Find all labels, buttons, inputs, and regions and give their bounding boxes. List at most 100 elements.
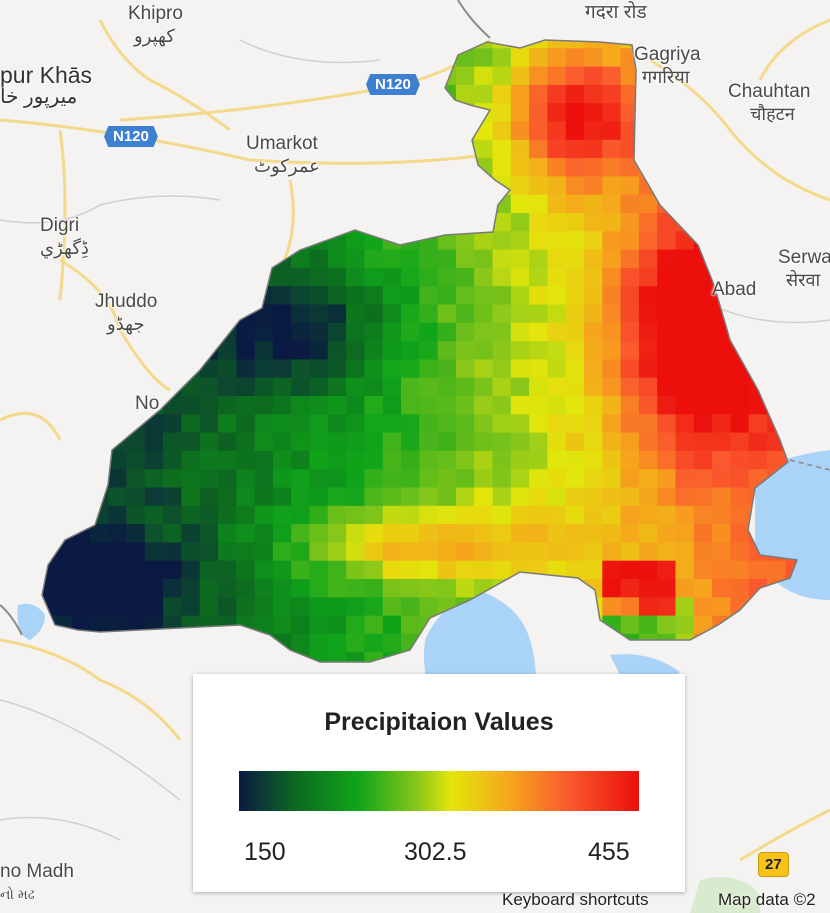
raster-cell bbox=[327, 194, 347, 214]
raster-cell bbox=[657, 450, 677, 470]
raster-cell bbox=[675, 615, 695, 635]
raster-cell bbox=[71, 432, 91, 452]
raster-cell bbox=[291, 487, 311, 507]
raster-cell bbox=[510, 48, 530, 68]
raster-cell bbox=[675, 231, 695, 251]
raster-cell bbox=[254, 432, 274, 452]
raster-cell bbox=[291, 615, 311, 635]
raster-cell bbox=[401, 579, 420, 598]
raster-cell bbox=[254, 249, 274, 269]
raster-cell bbox=[767, 652, 786, 662]
place-native-name: નો મઢ bbox=[0, 886, 35, 902]
raster-cell bbox=[401, 139, 420, 159]
raster-cell bbox=[309, 414, 329, 434]
place-khipro: Khipro کھپرو bbox=[128, 3, 183, 47]
raster-cell bbox=[346, 432, 365, 452]
raster-cell bbox=[693, 396, 713, 415]
raster-cell bbox=[785, 322, 797, 342]
raster-cell bbox=[565, 121, 585, 141]
raster-cell bbox=[638, 542, 658, 562]
raster-cell bbox=[675, 469, 695, 489]
raster-cell bbox=[218, 542, 237, 562]
raster-cell bbox=[254, 231, 274, 251]
raster-cell bbox=[748, 560, 768, 580]
raster-cell bbox=[163, 176, 182, 196]
raster-cell bbox=[510, 84, 530, 104]
raster-cell bbox=[455, 579, 475, 598]
raster-cell bbox=[675, 450, 695, 470]
place-abad: Abad bbox=[712, 279, 756, 301]
raster-cell bbox=[602, 139, 622, 159]
raster-cell bbox=[529, 469, 548, 489]
raster-cell bbox=[437, 322, 457, 342]
raster-cell bbox=[254, 66, 274, 86]
raster-cell bbox=[108, 84, 128, 104]
raster-cell bbox=[327, 524, 347, 543]
raster-cell bbox=[602, 341, 622, 360]
raster-cell bbox=[712, 213, 731, 232]
raster-cell bbox=[42, 524, 54, 543]
raster-cell bbox=[272, 304, 292, 324]
raster-cell bbox=[547, 194, 567, 214]
raster-cell bbox=[437, 84, 457, 104]
raster-cell bbox=[693, 597, 713, 617]
raster-cell bbox=[638, 579, 658, 598]
raster-cell bbox=[272, 414, 292, 434]
raster-cell bbox=[602, 505, 622, 525]
raster-cell bbox=[89, 213, 109, 232]
raster-cell bbox=[346, 286, 365, 306]
raster-cell bbox=[657, 158, 677, 177]
raster-cell bbox=[748, 359, 768, 379]
road bbox=[0, 411, 62, 441]
raster-cell bbox=[364, 652, 384, 662]
raster-cell bbox=[785, 158, 797, 177]
raster-cell bbox=[346, 231, 365, 251]
raster-cell bbox=[382, 139, 402, 159]
raster-cell bbox=[675, 158, 695, 177]
raster-cell bbox=[53, 414, 73, 434]
raster-cell bbox=[547, 103, 567, 123]
raster-cell bbox=[657, 213, 677, 232]
legend-panel: Precipitaion Values 150 302.5 455 bbox=[193, 674, 685, 892]
raster-cell bbox=[712, 432, 731, 452]
raster-cell bbox=[401, 176, 420, 196]
raster-cell bbox=[419, 560, 439, 580]
raster-cell bbox=[108, 176, 128, 196]
raster-cell bbox=[510, 304, 530, 324]
raster-cell bbox=[657, 176, 677, 196]
raster-cell bbox=[346, 48, 365, 68]
raster-cell bbox=[657, 469, 677, 489]
raster-cell bbox=[584, 450, 603, 470]
raster-cell bbox=[181, 286, 201, 306]
map-data-attribution[interactable]: Map data ©2 bbox=[718, 890, 816, 909]
raster-cell bbox=[181, 414, 201, 434]
raster-cell bbox=[584, 359, 603, 379]
raster-cell bbox=[492, 103, 512, 123]
raster-cell bbox=[712, 194, 731, 214]
raster-cell bbox=[126, 505, 146, 525]
raster-cell bbox=[638, 615, 658, 635]
raster-cell bbox=[42, 396, 54, 415]
raster-cell bbox=[236, 231, 256, 251]
road bbox=[649, 58, 830, 202]
raster-cell bbox=[181, 66, 201, 86]
raster-cell bbox=[419, 524, 439, 543]
raster-cell bbox=[602, 213, 622, 232]
raster-cell bbox=[510, 487, 530, 507]
raster-cell bbox=[254, 597, 274, 617]
raster-cell bbox=[163, 66, 182, 86]
raster-cell bbox=[53, 194, 73, 214]
raster-cell bbox=[474, 286, 494, 306]
raster-cell bbox=[382, 121, 402, 141]
raster-cell bbox=[529, 359, 548, 379]
raster-cell bbox=[547, 542, 567, 562]
raster-cell bbox=[364, 103, 384, 123]
raster-cell bbox=[565, 633, 585, 653]
raster-cell bbox=[89, 84, 109, 104]
raster-cell bbox=[346, 524, 365, 543]
raster-cell bbox=[382, 560, 402, 580]
raster-cell bbox=[53, 469, 73, 489]
keyboard-shortcuts-link[interactable]: Keyboard shortcuts bbox=[502, 890, 649, 909]
raster-cell bbox=[236, 542, 256, 562]
